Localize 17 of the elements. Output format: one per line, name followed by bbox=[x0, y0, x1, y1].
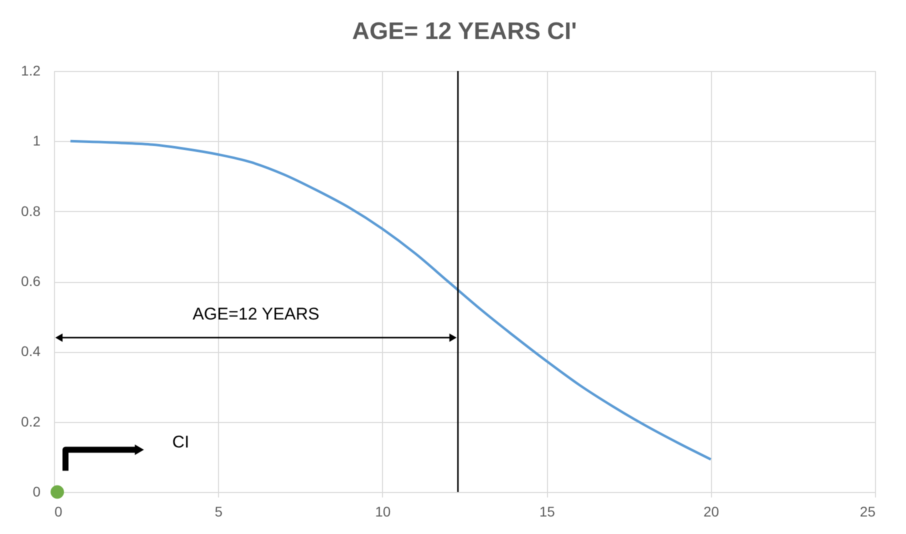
x-tick-label: 25 bbox=[860, 504, 876, 520]
annotation: CI bbox=[172, 432, 190, 452]
y-tick-label: 0.8 bbox=[21, 202, 41, 219]
x-tick-label: 0 bbox=[54, 504, 62, 520]
y-tick-label: 0.6 bbox=[21, 273, 41, 289]
x-tick-label: 15 bbox=[539, 504, 556, 520]
annotation: AGE=12 YEARS bbox=[192, 304, 320, 324]
x-tick-label: 10 bbox=[375, 504, 391, 520]
x-tick-label: 5 bbox=[214, 504, 223, 520]
x-tick-label: 20 bbox=[704, 504, 720, 520]
chart-title: AGE= 12 YEARS CI' bbox=[352, 18, 577, 45]
y-tick-label: 1.2 bbox=[21, 62, 41, 78]
y-tick-label: 1 bbox=[32, 132, 41, 149]
y-tick-label: 0.4 bbox=[21, 343, 41, 360]
y-tick-label: 0 bbox=[32, 484, 41, 500]
line-series bbox=[69, 140, 712, 461]
y-tick-label: 0.2 bbox=[21, 413, 41, 430]
